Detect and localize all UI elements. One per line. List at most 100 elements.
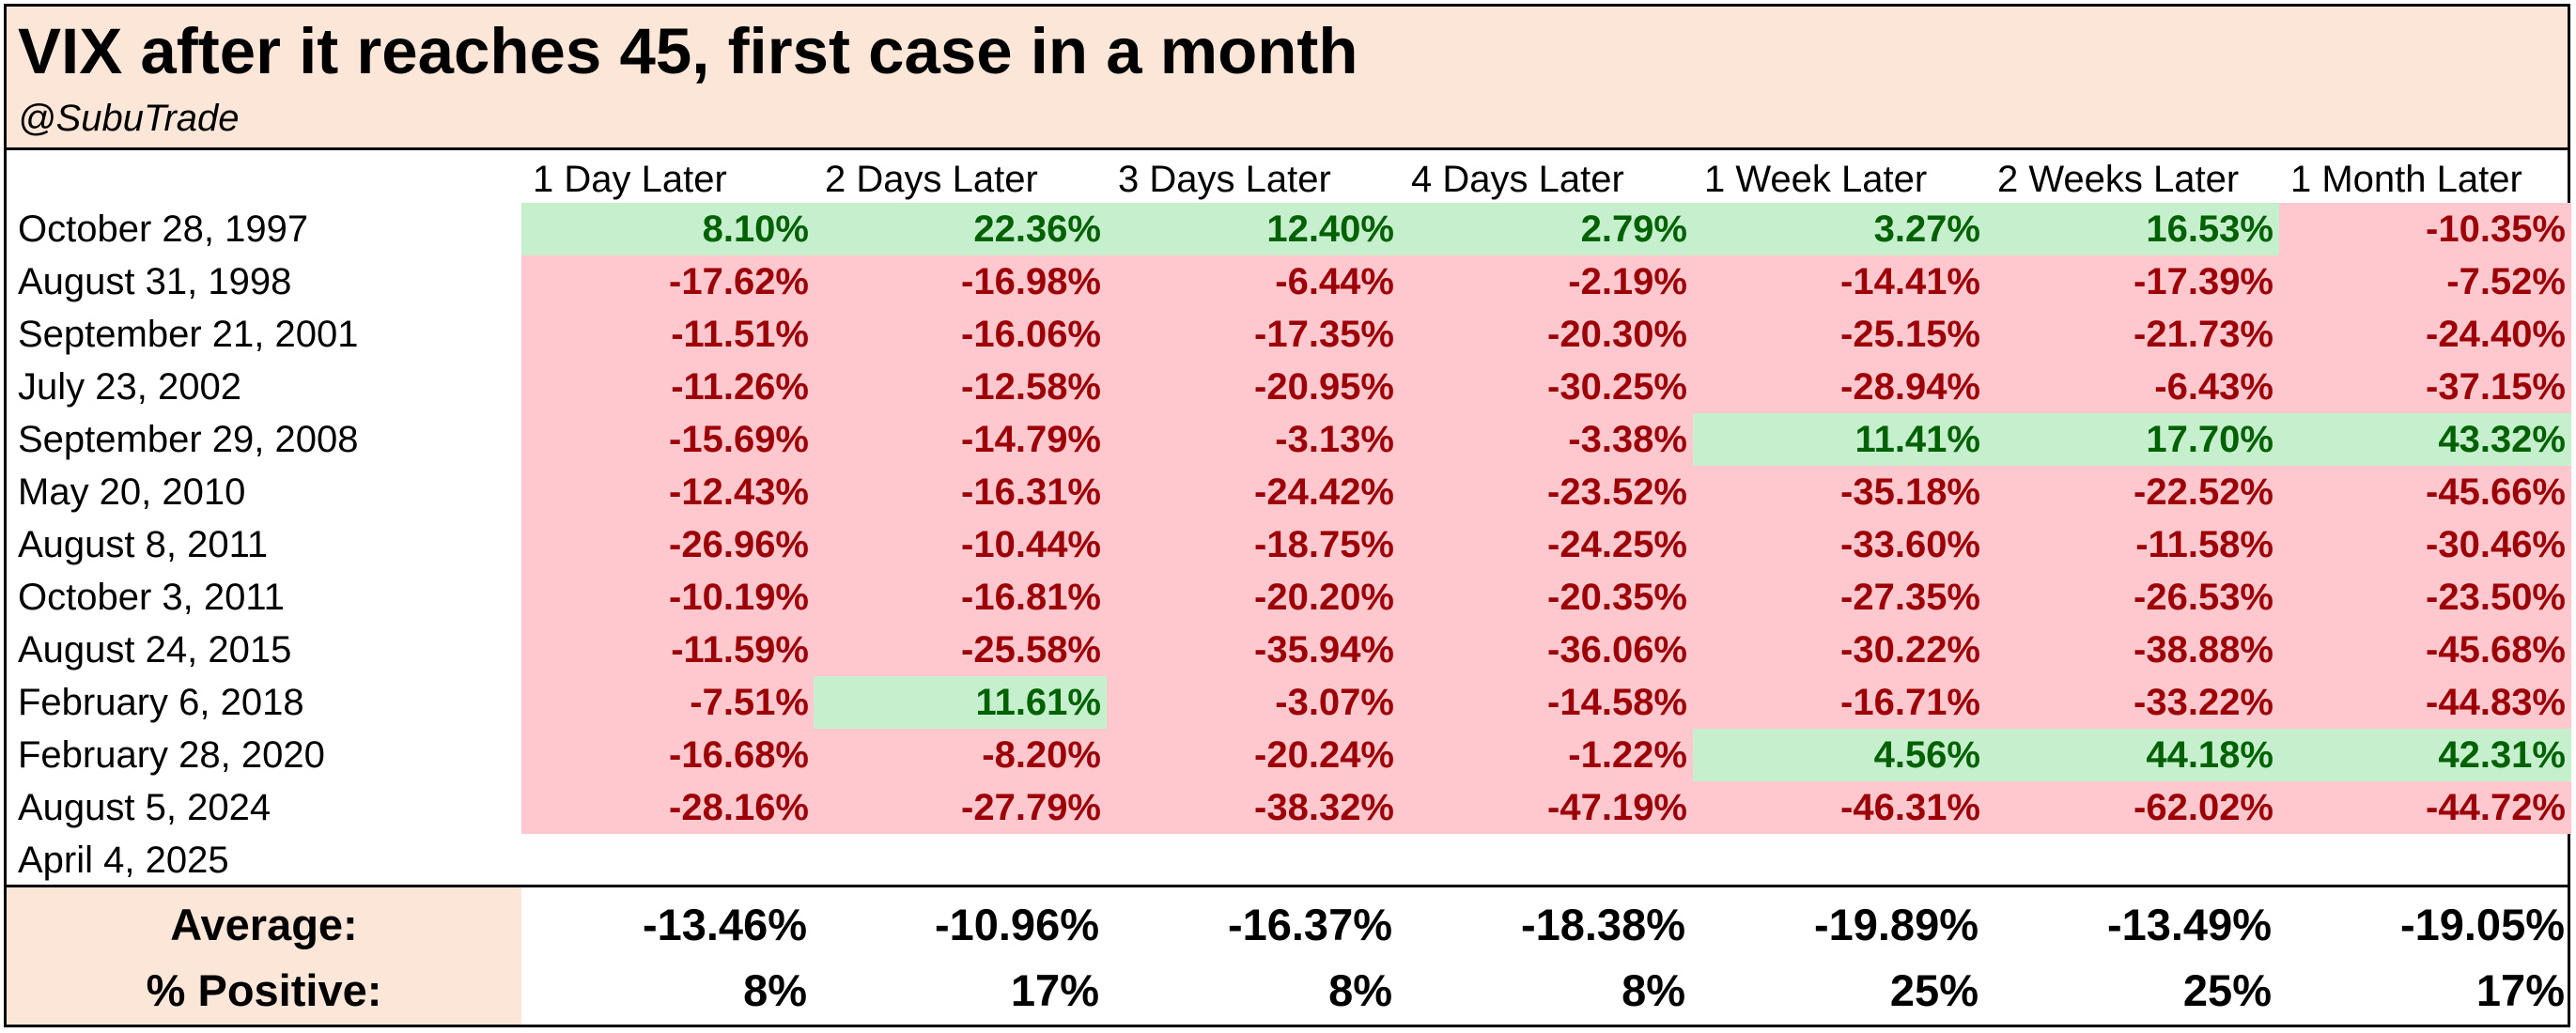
table-cell: -26.53% — [1986, 571, 2279, 624]
table-cell: -16.81% — [814, 571, 1107, 624]
table-cell: -38.88% — [1986, 624, 2279, 676]
chart-title: VIX after it reaches 45, first case in a… — [18, 15, 1358, 87]
table-cell: 22.36% — [814, 203, 1107, 255]
row-label: September 21, 2001 — [18, 314, 359, 355]
table-cell: -11.58% — [1986, 518, 2279, 571]
summary-value: -16.37% — [1227, 900, 1392, 949]
table-cell: -26.96% — [521, 518, 815, 571]
table-cell: -27.35% — [1693, 571, 1986, 624]
table-cell: 12.40% — [1107, 203, 1400, 255]
table-cell: -10.35% — [2279, 203, 2571, 255]
title-header: VIX after it reaches 45, first case in a… — [7, 7, 2568, 150]
table-cell: -1.22% — [1400, 729, 1693, 781]
table-cell: -6.43% — [1986, 361, 2279, 413]
table-cell: -47.19% — [1400, 781, 1693, 834]
summary-value: -13.46% — [642, 900, 807, 949]
summary-label: % Positive: — [146, 965, 382, 1015]
table-cell: -7.52% — [2279, 255, 2571, 308]
table-cell: -35.94% — [1107, 624, 1400, 676]
row-label: April 4, 2025 — [18, 840, 229, 881]
row-label: October 3, 2011 — [18, 577, 285, 618]
table-cell: -30.22% — [1693, 624, 1986, 676]
summary-value: 17% — [1010, 965, 1099, 1015]
column-header: 1 Month Later — [2290, 159, 2522, 200]
table-cell: -3.07% — [1107, 676, 1400, 729]
table-cell: -33.22% — [1986, 676, 2279, 729]
row-label: August 5, 2024 — [18, 787, 272, 828]
table-cell: -38.32% — [1107, 781, 1400, 834]
table-cell: -24.42% — [1107, 466, 1400, 518]
column-header: 1 Week Later — [1704, 159, 1928, 200]
row-label: May 20, 2010 — [18, 471, 246, 513]
summary-value: 8% — [1622, 965, 1685, 1015]
table-cell: -45.68% — [2279, 624, 2571, 676]
summary-value: -10.96% — [934, 900, 1099, 949]
table-cell: -17.62% — [521, 255, 815, 308]
table-cell: -44.72% — [2279, 781, 2571, 834]
summary-value: 17% — [2475, 965, 2565, 1015]
table-cell: -20.35% — [1400, 571, 1693, 624]
table-cell: -16.68% — [521, 729, 815, 781]
table-cell: -20.30% — [1400, 308, 1693, 361]
table-cell: 44.18% — [1986, 729, 2279, 781]
summary-label-background — [7, 887, 521, 1025]
table-cell: -22.52% — [1986, 466, 2279, 518]
row-label: October 28, 1997 — [18, 208, 309, 250]
table-cell: -11.26% — [521, 361, 815, 413]
table-cell: -10.19% — [521, 571, 815, 624]
row-label: July 23, 2002 — [18, 366, 241, 408]
summary-value: -18.38% — [1520, 900, 1685, 949]
table-cell: -24.40% — [2279, 308, 2571, 361]
table-cell: -44.83% — [2279, 676, 2571, 729]
table-cell: 3.27% — [1693, 203, 1986, 255]
column-header: 1 Day Later — [533, 159, 727, 200]
column-header: 2 Weeks Later — [1997, 159, 2240, 200]
column-header: 4 Days Later — [1411, 159, 1624, 200]
table-cell: 2.79% — [1400, 203, 1693, 255]
table-cell: -11.59% — [521, 624, 815, 676]
table-cell: -62.02% — [1986, 781, 2279, 834]
table-cell: -20.20% — [1107, 571, 1400, 624]
table-cell: -12.58% — [814, 361, 1107, 413]
column-header: 3 Days Later — [1118, 159, 1331, 200]
table-cell: -28.94% — [1693, 361, 1986, 413]
column-header: 2 Days Later — [825, 159, 1038, 200]
row-label: February 6, 2018 — [18, 682, 304, 723]
table-cell: -33.60% — [1693, 518, 1986, 571]
table-cell: -23.52% — [1400, 466, 1693, 518]
table-cell: -35.18% — [1693, 466, 1986, 518]
table-cell: -20.24% — [1107, 729, 1400, 781]
table-cell: -16.71% — [1693, 676, 1986, 729]
summary-divider — [7, 885, 2568, 887]
table-cell: 16.53% — [1986, 203, 2279, 255]
table-cell: -14.41% — [1693, 255, 1986, 308]
summary-value: 8% — [743, 965, 807, 1015]
table-cell: -3.38% — [1400, 413, 1693, 466]
table-cell: 4.56% — [1693, 729, 1986, 781]
summary-value: -19.05% — [2399, 900, 2565, 949]
summary-value: 25% — [2182, 965, 2272, 1015]
table-cell: -28.16% — [521, 781, 815, 834]
table-cell: -6.44% — [1107, 255, 1400, 308]
table-cell: -3.13% — [1107, 413, 1400, 466]
row-label: February 28, 2020 — [18, 734, 325, 776]
table-cell: -12.43% — [521, 466, 815, 518]
table-cell: -2.19% — [1400, 255, 1693, 308]
table-cell: 11.41% — [1693, 413, 1986, 466]
table-cell: -17.35% — [1107, 308, 1400, 361]
table-cell: 8.10% — [521, 203, 815, 255]
table-cell: 42.31% — [2279, 729, 2571, 781]
table-cell: -24.25% — [1400, 518, 1693, 571]
row-label: September 29, 2008 — [18, 419, 359, 460]
table-cell: -30.46% — [2279, 518, 2571, 571]
table-cell: -14.58% — [1400, 676, 1693, 729]
table-cell: -36.06% — [1400, 624, 1693, 676]
table-cell: 43.32% — [2279, 413, 2571, 466]
summary-value: -13.49% — [2106, 900, 2272, 949]
table-cell: -37.15% — [2279, 361, 2571, 413]
table-cell: -11.51% — [521, 308, 815, 361]
table-cell: -23.50% — [2279, 571, 2571, 624]
summary-value: -19.89% — [1813, 900, 1979, 949]
table-frame: VIX after it reaches 45, first case in a… — [4, 4, 2571, 1027]
row-label: August 8, 2011 — [18, 524, 269, 565]
